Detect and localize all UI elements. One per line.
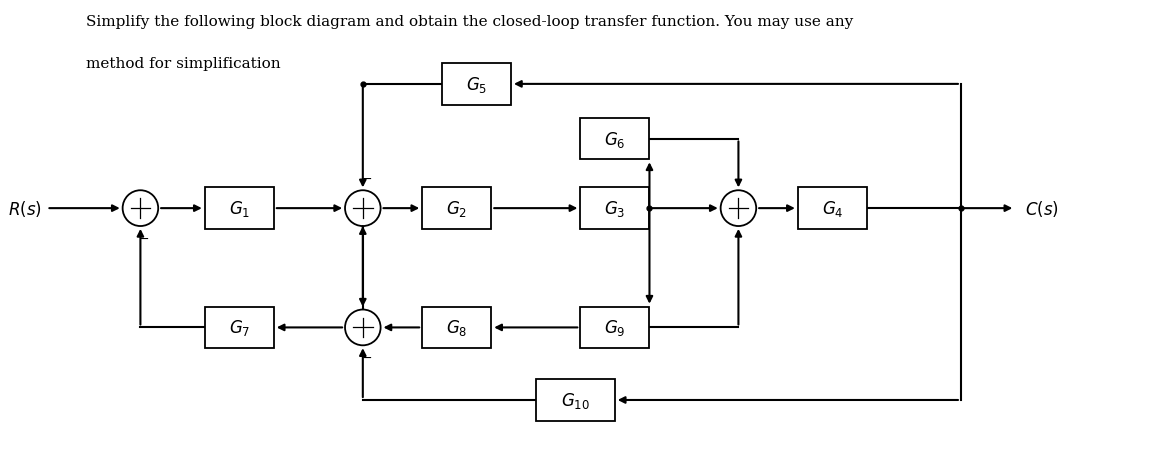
FancyBboxPatch shape xyxy=(536,379,615,421)
FancyBboxPatch shape xyxy=(581,188,650,230)
Text: method for simplification: method for simplification xyxy=(86,56,281,70)
Text: −: − xyxy=(362,172,372,185)
Text: $C(s)$: $C(s)$ xyxy=(1025,199,1059,219)
Text: $G_4$: $G_4$ xyxy=(821,199,843,219)
FancyBboxPatch shape xyxy=(581,119,650,160)
Text: $G_{10}$: $G_{10}$ xyxy=(561,390,590,410)
Text: Simplify the following block diagram and obtain the closed-loop transfer functio: Simplify the following block diagram and… xyxy=(86,15,854,29)
FancyBboxPatch shape xyxy=(205,188,274,230)
Text: $G_7$: $G_7$ xyxy=(228,318,250,338)
Text: $G_8$: $G_8$ xyxy=(446,318,468,338)
FancyBboxPatch shape xyxy=(422,307,491,349)
Circle shape xyxy=(721,191,756,226)
Text: −: − xyxy=(362,351,372,364)
FancyBboxPatch shape xyxy=(797,188,867,230)
Text: $G_9$: $G_9$ xyxy=(604,318,626,338)
Circle shape xyxy=(344,310,380,345)
FancyBboxPatch shape xyxy=(442,64,511,106)
Text: $G_6$: $G_6$ xyxy=(604,129,626,149)
FancyBboxPatch shape xyxy=(581,307,650,349)
Text: $G_3$: $G_3$ xyxy=(604,199,626,219)
Text: $G_5$: $G_5$ xyxy=(465,75,487,94)
Text: −: − xyxy=(139,232,150,245)
Text: $G_2$: $G_2$ xyxy=(446,199,468,219)
FancyBboxPatch shape xyxy=(205,307,274,349)
Circle shape xyxy=(122,191,158,226)
FancyBboxPatch shape xyxy=(422,188,491,230)
Text: $R(s)$: $R(s)$ xyxy=(8,199,41,219)
Circle shape xyxy=(344,191,380,226)
Text: $G_1$: $G_1$ xyxy=(228,199,250,219)
